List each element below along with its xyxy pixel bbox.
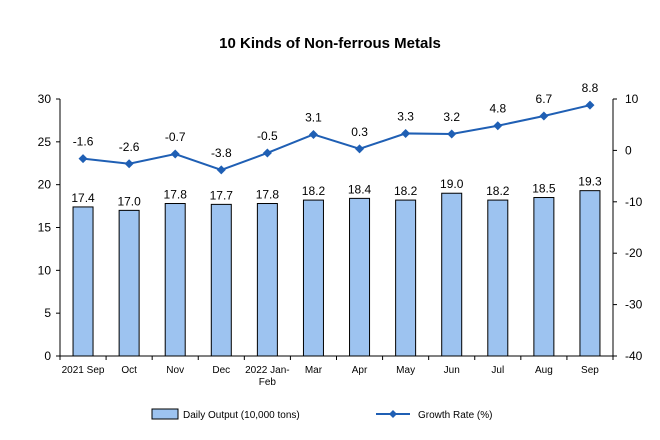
right-tick-label: 0 — [625, 143, 632, 157]
bar — [349, 197, 371, 357]
chart-title: 10 Kinds of Non-ferrous Metals — [219, 35, 441, 52]
x-tick-label: Nov — [166, 365, 184, 376]
line-data-label: 3.1 — [305, 110, 322, 124]
line-point — [401, 128, 411, 138]
line-data-label: 3.2 — [443, 110, 460, 124]
line-data-label: 8.8 — [582, 81, 599, 95]
bar-data-label: 18.2 — [486, 184, 510, 198]
bar-data-label: 17.8 — [256, 188, 280, 202]
bar-data-label: 18.2 — [302, 184, 326, 198]
line-point — [585, 100, 595, 110]
left-tick-label: 25 — [38, 135, 52, 149]
line-data-label: -2.6 — [119, 140, 140, 154]
line-point — [355, 144, 365, 154]
bar — [441, 192, 463, 357]
line-data-label: 0.3 — [351, 125, 368, 139]
left-tick-label: 5 — [44, 306, 51, 320]
bar-data-label: 19.0 — [440, 177, 464, 191]
line-data-label: 3.3 — [397, 109, 414, 123]
right-tick-label: -10 — [625, 195, 643, 209]
legend-bar-swatch — [151, 408, 179, 420]
x-tick-label: Jul — [491, 365, 504, 376]
bar — [302, 199, 324, 357]
bar — [72, 206, 94, 357]
right-tick-label: -30 — [625, 298, 643, 312]
bar-data-label: 19.3 — [578, 175, 602, 189]
bar-data-label: 18.2 — [394, 184, 418, 198]
left-tick-label: 15 — [38, 221, 52, 235]
left-tick-label: 20 — [38, 178, 52, 192]
line-data-label: 6.7 — [536, 92, 553, 106]
line-data-label: 4.8 — [489, 102, 506, 116]
left-tick-label: 30 — [38, 92, 52, 106]
legend-line-marker — [389, 410, 397, 418]
x-tick-label: Mar — [305, 365, 323, 376]
bar — [164, 203, 186, 357]
legend-line-label: Growth Rate (%) — [418, 410, 492, 421]
x-tick-label: Dec — [212, 365, 230, 376]
bar-data-label: 18.4 — [348, 182, 372, 196]
bar — [533, 197, 555, 357]
line-point — [78, 154, 88, 164]
bar-data-label: 17.0 — [117, 194, 141, 208]
x-tick-label: Sep — [581, 365, 599, 376]
growth-rate-line — [82, 104, 591, 171]
line-point — [216, 165, 226, 175]
line-data-label: -0.5 — [257, 129, 278, 143]
left-tick-label: 0 — [44, 349, 51, 363]
x-tick-label: Apr — [352, 365, 368, 376]
x-tick-label: Oct — [121, 365, 137, 376]
x-tick-label: Jun — [444, 365, 460, 376]
legend-bar-label: Daily Output (10,000 tons) — [183, 410, 300, 421]
x-tick-label: 2022 Jan- — [245, 365, 289, 376]
line-point — [262, 148, 272, 158]
bar-data-label: 17.4 — [71, 191, 95, 205]
x-tick-label: May — [396, 365, 415, 376]
bar — [395, 199, 417, 357]
line-point — [447, 129, 457, 139]
line-data-label: -3.8 — [211, 146, 232, 160]
bar — [579, 190, 601, 357]
x-tick-label-cont: Feb — [259, 377, 277, 388]
bar — [210, 203, 232, 357]
line-point — [170, 149, 180, 159]
bar — [118, 209, 140, 357]
bar — [487, 199, 509, 357]
line-data-label: -1.6 — [73, 135, 94, 149]
line-point — [124, 159, 134, 169]
bar-data-label: 17.7 — [210, 188, 234, 202]
bar-data-label: 18.5 — [532, 182, 556, 196]
right-tick-label: -20 — [625, 246, 643, 260]
x-tick-label: Aug — [535, 365, 553, 376]
x-tick-label: 2021 Sep — [62, 365, 105, 376]
line-point — [493, 121, 503, 131]
line-point — [308, 129, 318, 139]
bar — [256, 203, 278, 357]
bar-data-label: 17.8 — [164, 188, 188, 202]
line-data-label: -0.7 — [165, 130, 186, 144]
line-point — [539, 111, 549, 121]
right-tick-label: 10 — [625, 92, 639, 106]
right-tick-label: -40 — [625, 349, 643, 363]
left-tick-label: 10 — [38, 263, 52, 277]
